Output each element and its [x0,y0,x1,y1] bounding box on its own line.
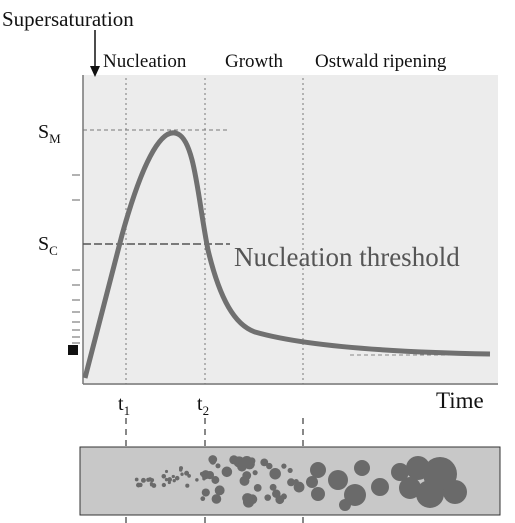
time-label: t2 [197,393,209,418]
stage-label: Growth [225,51,284,72]
marker [68,345,78,355]
particle [391,463,409,481]
subscript: M [49,131,61,146]
particle [212,494,222,504]
subscript: 2 [203,403,210,418]
particle [416,480,444,508]
symbol: S [38,121,49,143]
particle [165,470,168,473]
particle [162,483,166,487]
particle [281,463,286,468]
particle [339,499,351,511]
particle [222,467,233,478]
particle [240,476,250,486]
subscript: 1 [124,403,131,418]
particle [200,496,205,501]
particle [288,468,293,473]
title: Supersaturation [2,7,134,31]
particle [296,485,302,491]
particle [215,463,220,468]
particle [311,487,325,501]
subscript: C [49,243,58,258]
threshold-label: Nucleation threshold [234,242,460,272]
particle [206,471,214,479]
particle [354,460,370,476]
particle [266,463,272,469]
stage-label: Ostwald ripening [315,51,447,72]
particle [269,468,281,480]
particle [135,478,139,482]
particle [161,474,166,479]
particle [371,478,389,496]
particle [152,483,157,488]
particle [141,478,146,483]
particle [443,480,467,504]
particle [148,477,152,481]
particle [172,475,175,478]
particle [139,484,142,487]
particle [185,484,189,488]
particle [179,468,182,471]
particle [237,462,247,472]
particle [310,462,326,478]
particle [184,471,189,476]
particle [165,478,169,482]
symbol: S [38,233,49,255]
particle [202,488,210,496]
particle [229,455,238,464]
level-label: SM [38,121,61,146]
particle [253,470,258,475]
level-label: SC [38,233,58,258]
y-ticks [72,175,80,343]
particle [272,489,281,498]
particle [175,476,180,481]
stage-label: Nucleation [103,51,187,72]
particle [195,478,198,481]
time-label: t1 [118,393,130,418]
particle [294,479,299,484]
diagram: Supersaturation Nucleation Growth Ostwal… [0,0,515,523]
particle [306,476,318,488]
particle [242,493,252,503]
particle [215,485,225,495]
particle [210,458,216,464]
particle [254,484,262,492]
x-axis-label: Time [436,388,484,413]
particle [180,473,183,476]
particle [328,470,348,490]
particle [264,494,271,501]
